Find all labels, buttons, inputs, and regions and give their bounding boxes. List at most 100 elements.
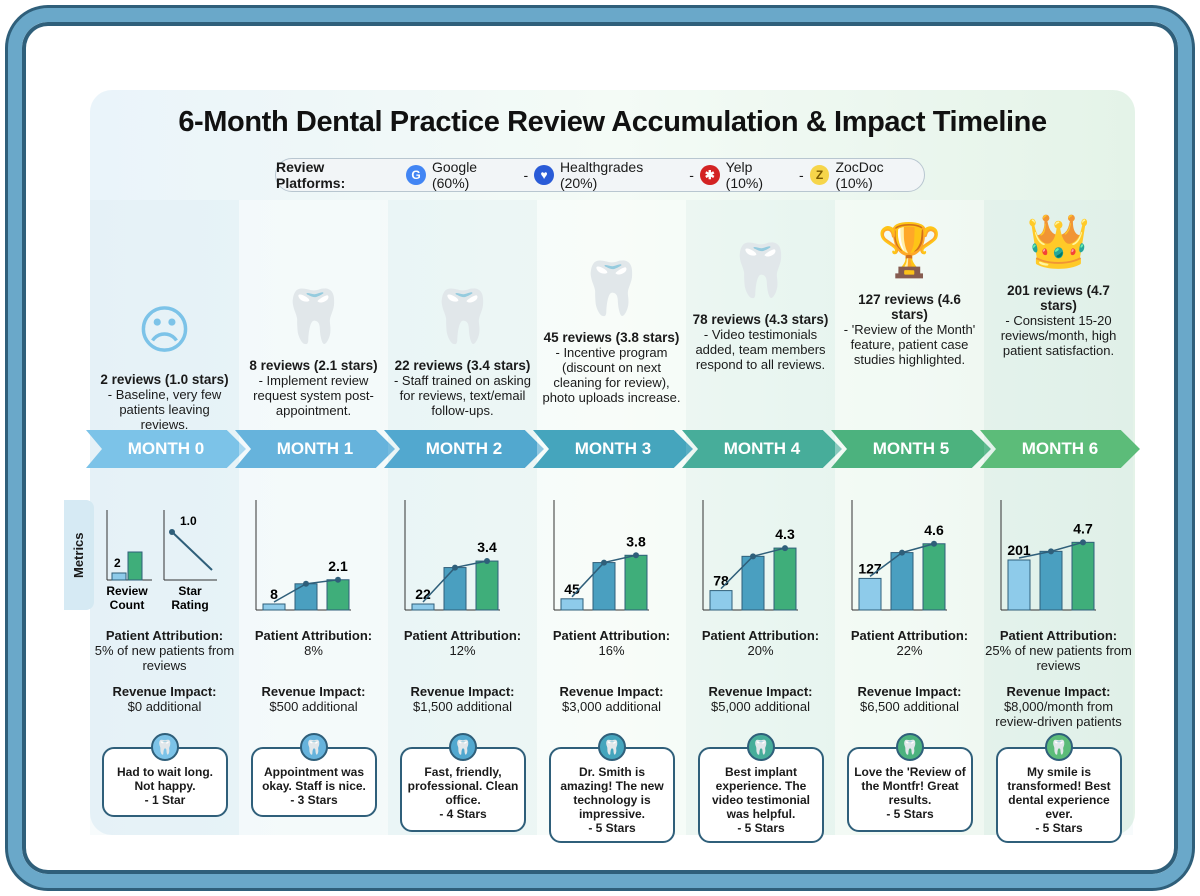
month-column <box>686 200 835 835</box>
testimonial-rating: - 5 Stars <box>737 821 785 835</box>
attribution-value: 5% of new patients from reviews <box>94 643 235 673</box>
trend-point <box>782 545 788 552</box>
trend-point <box>484 558 490 565</box>
attribution-label: Patient Attribution: <box>701 628 820 643</box>
review-headline: 22 reviews (3.4 stars) <box>394 358 531 373</box>
zocdoc-icon: Z <box>809 165 830 185</box>
star-rating-label: 4.7 <box>1073 520 1093 536</box>
star-rating-label: 3.8 <box>626 533 646 549</box>
attribution-label: Patient Attribution: <box>105 628 224 643</box>
platform-name: Google (60%) <box>431 159 478 191</box>
patient-attribution: Patient Attribution: 22% <box>835 628 984 658</box>
revenue-label: Revenue Impact: <box>559 684 664 699</box>
attribution-value: 8% <box>304 643 323 658</box>
review-count-label: 127 <box>858 560 882 576</box>
revenue-label: Revenue Impact: <box>708 684 813 699</box>
testimonial-rating: - 4 Stars <box>439 807 487 821</box>
month-step-6: MONTH 6 <box>980 430 1140 468</box>
month-column <box>835 200 984 835</box>
tooth-badge-icon: 🦷 <box>151 733 179 761</box>
month-summary: 127 reviews (4.6 stars) - 'Review of the… <box>839 292 980 367</box>
testimonial-text: Had to wait long. Not happy. <box>117 765 213 793</box>
review-headline: 8 reviews (2.1 stars) <box>249 358 378 373</box>
review-platforms-legend: Review Platforms: G Google (60%) - ♥ Healthg… <box>275 158 925 192</box>
tooth-growth-arrow-icon: 🦷 <box>430 288 495 346</box>
review-detail: - Incentive program (discount on next cl… <box>542 345 681 405</box>
trend-point <box>335 576 341 583</box>
month-step-5: MONTH 5 <box>831 430 991 468</box>
attribution-value: 20% <box>747 643 774 658</box>
review-count-bar <box>262 603 286 611</box>
star-rating-bar <box>624 554 648 611</box>
attribution-label: Patient Attribution: <box>403 628 522 643</box>
star-rating-label: 4.3 <box>775 526 795 542</box>
trend-point <box>633 552 639 559</box>
testimonial-card: Fast, friendly, professional. Clean offi… <box>400 747 526 832</box>
testimonial-text: Fast, friendly, professional. Clean offi… <box>407 765 519 807</box>
review-detail: - Implement review request system post-a… <box>253 373 374 418</box>
sad-face-icon: ☹ <box>137 302 192 360</box>
patient-attribution: Patient Attribution: 16% <box>537 628 686 658</box>
revenue-value: $0 additional <box>127 699 202 714</box>
star-rating-bar <box>326 579 350 611</box>
testimonial-text: Love the 'Review of the Montfr! Great re… <box>854 765 966 807</box>
page-title: 6-Month Dental Practice Review Accumulat… <box>178 106 1047 138</box>
month-step-3: MONTH 3 <box>533 430 693 468</box>
testimonial-card: My smile is transformed! Best dental exp… <box>996 747 1122 843</box>
revenue-impact: Revenue Impact: $3,000 additional <box>537 684 686 714</box>
star-rating-line <box>169 529 213 571</box>
tooth-video-icon: 🦷 <box>728 242 793 300</box>
star-rating-bar <box>773 547 797 611</box>
month-column <box>239 200 388 835</box>
review-detail: - Video testimonials added, team members… <box>695 327 826 372</box>
patient-attribution: Patient Attribution: 12% <box>388 628 537 658</box>
review-headline: 45 reviews (3.8 stars) <box>543 330 680 345</box>
review-count-axis-label: Count <box>110 598 145 612</box>
growth-bar <box>592 562 616 611</box>
tooth-badge-icon: 🦷 <box>747 733 775 761</box>
review-detail: - Staff trained on asking for reviews, t… <box>393 373 532 418</box>
month-step-2: MONTH 2 <box>384 430 544 468</box>
revenue-impact: Revenue Impact: $8,000/month from review… <box>984 684 1133 729</box>
testimonial-rating: - 5 Stars <box>886 807 934 821</box>
review-headline: 2 reviews (1.0 stars) <box>100 372 229 387</box>
trend-point <box>1080 539 1086 546</box>
review-count-label: 2 <box>114 556 121 570</box>
patient-attribution: Patient Attribution: 20% <box>686 628 835 658</box>
growth-bar <box>890 552 914 611</box>
month-summary: 45 reviews (3.8 stars) - Incentive progr… <box>541 330 682 405</box>
google-icon: G <box>406 165 426 185</box>
month-step-1: MONTH 1 <box>235 430 395 468</box>
review-count-bar <box>127 551 143 581</box>
tooth-trophy-icon: 🏆 <box>877 222 942 280</box>
yelp-icon: ✱ <box>699 165 720 185</box>
revenue-value: $1,500 additional <box>412 699 513 714</box>
attribution-label: Patient Attribution: <box>850 628 969 643</box>
tooth-badge-icon: 🦷 <box>896 733 924 761</box>
testimonial-rating: - 5 Stars <box>588 821 636 835</box>
review-headline: 201 reviews (4.7 stars) <box>1007 283 1110 313</box>
star-rating-bar <box>922 543 946 611</box>
month-column <box>537 200 686 835</box>
review-count-bar <box>709 590 733 611</box>
month-summary: 22 reviews (3.4 stars) - Staff trained o… <box>392 358 533 418</box>
review-count-bar <box>111 572 127 581</box>
metrics-chart: 453.8 <box>553 500 649 611</box>
testimonial-text: Best implant experience. The video testi… <box>711 765 811 821</box>
rating-point <box>169 529 175 535</box>
review-count-bar <box>560 598 584 611</box>
metrics-chart: 127 4.6 <box>851 500 947 611</box>
month-step-4: MONTH 4 <box>682 430 842 468</box>
star-rating-label: 4.6 <box>924 522 944 538</box>
month-summary: 78 reviews (4.3 stars) - Video testimoni… <box>690 312 831 372</box>
attribution-value: 16% <box>598 643 625 658</box>
testimonial-rating: - 1 Star <box>144 793 186 807</box>
separator: - <box>523 167 529 183</box>
revenue-value: $8,000/month from review-driven patients <box>995 699 1122 729</box>
month-summary: 2 reviews (1.0 stars) - Baseline, very f… <box>94 372 235 432</box>
review-count-label: 22 <box>415 586 431 602</box>
month-summary: 8 reviews (2.1 stars) - Implement review… <box>243 358 384 418</box>
review-headline: 127 reviews (4.6 stars) <box>858 292 961 322</box>
revenue-value: $6,500 additional <box>859 699 960 714</box>
